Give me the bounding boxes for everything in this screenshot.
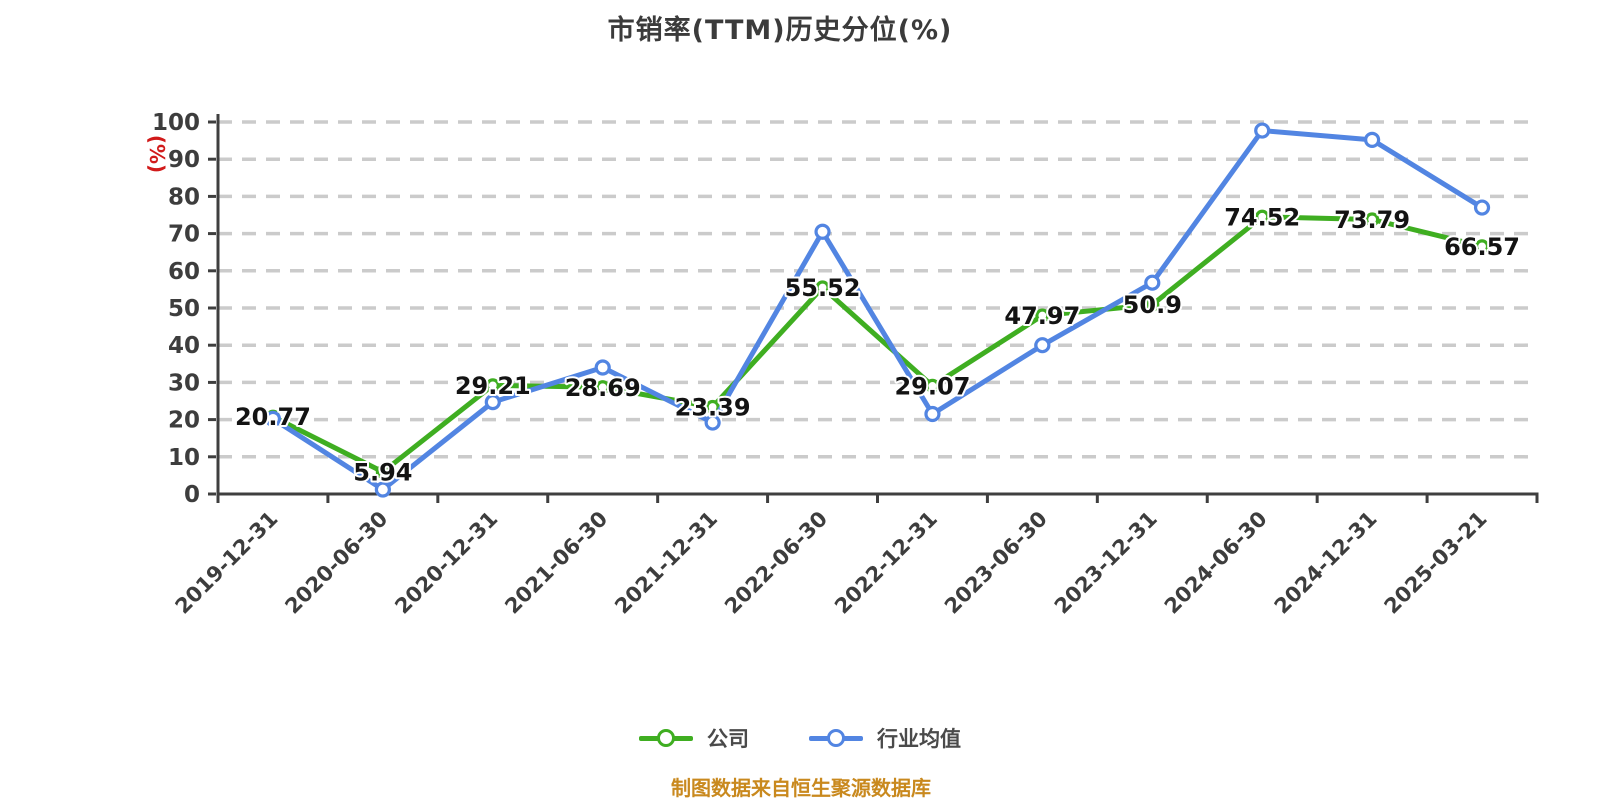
data-point-marker [1255, 209, 1270, 224]
data-point-value-label: 20.77 [235, 403, 311, 431]
legend-item-label: 行业均值 [877, 727, 961, 751]
data-point-marker [704, 414, 721, 431]
data-point-marker [814, 223, 831, 240]
y-tick-label: 0 [184, 482, 200, 508]
data-point-value-label: 23.39 [675, 393, 751, 421]
x-tick-label: 2020-12-31 [390, 507, 502, 619]
data-point-marker [264, 410, 282, 427]
data-point-marker [374, 481, 391, 498]
y-tick-label: 40 [168, 333, 200, 359]
line-chart: 0 10 20 30 40 50 60 70 80 90 100 2019-12-312020-06-… [152, 110, 1539, 619]
x-tick-label: 2019-12-31 [171, 507, 283, 619]
y-tick-label: 60 [168, 259, 200, 285]
x-tick-label: 2025-03-21 [1380, 507, 1492, 619]
y-tick-label: 70 [168, 222, 200, 248]
industry-average-series-line [270, 128, 1485, 493]
data-point-value-label: 29.21 [455, 372, 531, 400]
x-tick-label: 2021-06-30 [500, 507, 612, 619]
data-point-value-label: 5.94 [353, 458, 412, 486]
data-source-note: 制图数据来自恒生聚源数据库 [671, 776, 931, 800]
data-point-value-label: 73.79 [1334, 206, 1410, 234]
x-tick-label: 2022-12-31 [830, 507, 942, 619]
chart-title: 市销率(TTM)历史分位(%) [607, 15, 953, 46]
x-tick-label: 2021-12-31 [610, 507, 722, 619]
data-point-value-label: 47.97 [1004, 302, 1080, 330]
data-point-marker [705, 399, 720, 415]
data-point-marker [1145, 297, 1160, 312]
x-tick-label: 2022-06-30 [720, 507, 832, 619]
y-tick-label: 10 [168, 445, 200, 471]
data-point-marker [1035, 308, 1050, 323]
data-point-marker [1144, 274, 1161, 291]
data-point-value-label: 29.07 [894, 372, 970, 400]
data-point-marker [1364, 131, 1381, 148]
data-point-marker [594, 359, 611, 376]
data-point-value-label: 50.9 [1123, 291, 1182, 319]
data-point-marker [1473, 199, 1491, 216]
legend-item-company[interactable]: 公司 [639, 723, 749, 753]
industry-average-series-marker-icon [809, 727, 863, 749]
data-point-marker [485, 378, 500, 393]
y-tick-label: 20 [168, 408, 200, 434]
data-point-marker [595, 380, 610, 395]
legend-item-label: 公司 [707, 727, 749, 751]
data-point-marker [1474, 239, 1490, 254]
chart-legend: 公司 行业均值 [0, 712, 1600, 764]
x-tick-label: 2020-06-30 [280, 507, 392, 619]
company-series-line [270, 214, 1485, 475]
data-point-value-label: 74.52 [1224, 203, 1300, 231]
data-point-marker [1254, 122, 1271, 139]
y-tick-label: 80 [168, 184, 200, 210]
x-tick-label: 2024-06-30 [1160, 507, 1272, 619]
data-point-marker [815, 280, 830, 295]
data-point-value-label: 28.69 [565, 374, 641, 402]
data-point-value-label: 66.57 [1444, 233, 1520, 261]
y-tick-label: 100 [152, 110, 200, 136]
data-point-value-label: 55.52 [785, 274, 861, 302]
data-point-marker [925, 378, 940, 393]
y-tick-label: 50 [168, 296, 200, 322]
data-point-marker [1034, 337, 1051, 354]
data-point-marker [375, 464, 390, 480]
data-point-marker [924, 405, 941, 423]
data-point-marker [484, 394, 501, 411]
company-series-marker-icon [639, 727, 693, 749]
y-tick-label: 30 [168, 370, 200, 396]
y-tick-label: 90 [168, 147, 200, 173]
x-tick-label: 2024-12-31 [1270, 507, 1382, 619]
x-tick-label: 2023-06-30 [940, 507, 1052, 619]
data-point-marker [1365, 212, 1380, 227]
x-tick-label: 2023-12-31 [1050, 507, 1162, 619]
legend-item-industry-average[interactable]: 行业均值 [809, 723, 961, 753]
